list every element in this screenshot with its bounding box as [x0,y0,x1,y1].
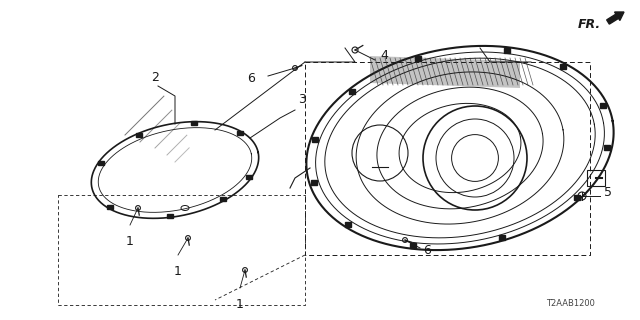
Polygon shape [136,133,141,137]
Polygon shape [191,121,197,125]
Text: 5: 5 [604,186,612,198]
Polygon shape [415,56,420,61]
FancyArrow shape [607,12,624,24]
Polygon shape [167,214,173,218]
Polygon shape [312,137,318,142]
Polygon shape [349,89,355,94]
Text: 1: 1 [126,235,134,248]
Text: 6: 6 [247,71,255,84]
Text: 1: 1 [174,265,182,278]
Text: FR.: FR. [578,18,601,31]
Text: 2: 2 [151,71,159,84]
Polygon shape [346,222,351,227]
Polygon shape [311,180,317,185]
Text: T2AAB1200: T2AAB1200 [545,299,595,308]
Text: 3: 3 [298,93,306,106]
Text: 6: 6 [423,244,431,257]
Text: 4: 4 [380,49,388,61]
Polygon shape [410,243,416,248]
Polygon shape [499,235,506,240]
Text: 1: 1 [236,298,244,311]
Polygon shape [600,103,606,108]
Polygon shape [573,195,580,200]
Polygon shape [504,48,510,53]
Polygon shape [246,175,253,179]
Polygon shape [97,161,104,165]
Bar [587,170,605,186]
Polygon shape [220,197,227,201]
Polygon shape [559,64,566,69]
Polygon shape [237,131,243,135]
Polygon shape [107,205,113,209]
Polygon shape [604,145,611,150]
Polygon shape [370,56,520,88]
